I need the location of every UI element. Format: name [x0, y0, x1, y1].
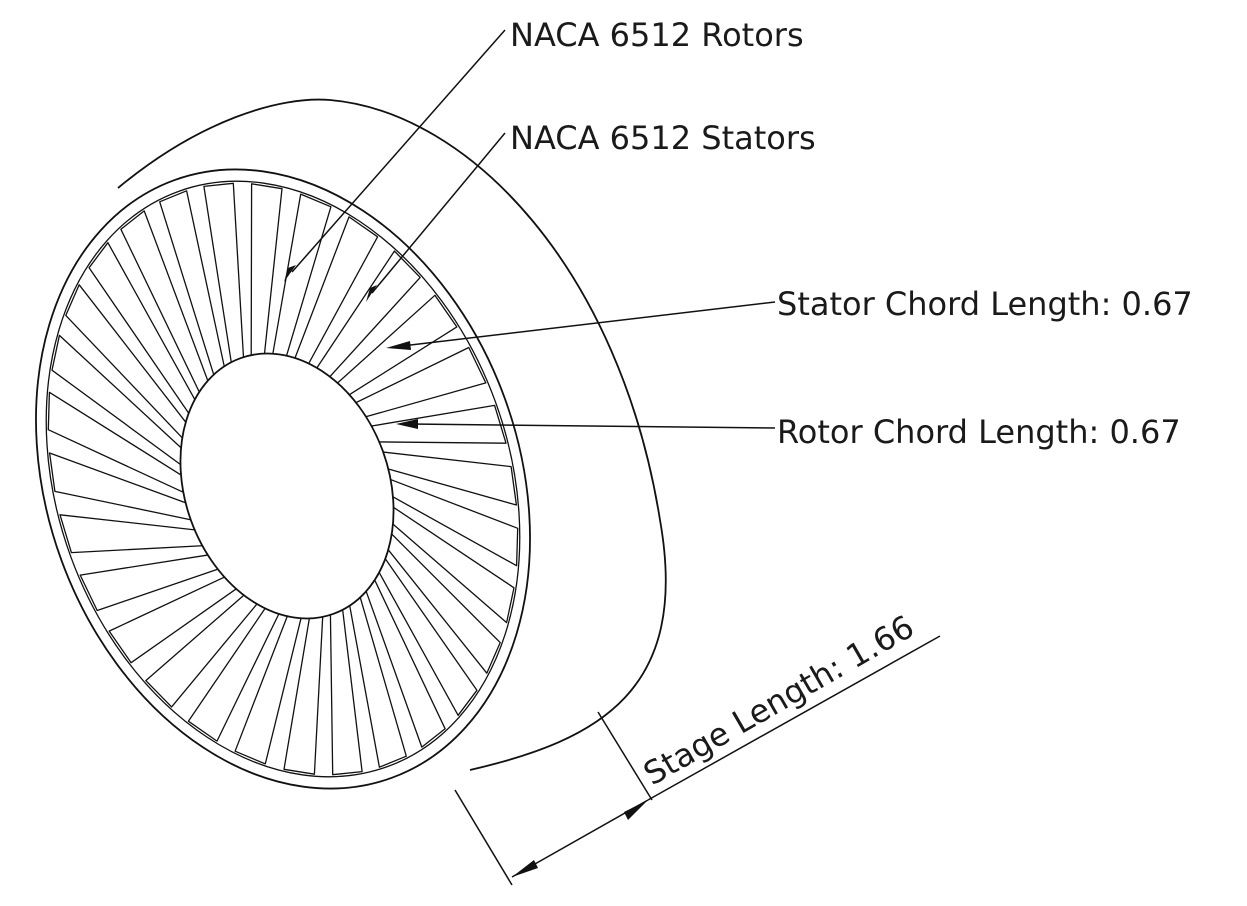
label-stage-length: Stage Length: 1.66	[637, 607, 920, 793]
label-rotors: NACA 6512 Rotors	[510, 16, 804, 54]
label-stators: NACA 6512 Stators	[510, 119, 816, 157]
blade	[60, 515, 205, 553]
label-stator-chord: Stator Chord Length: 0.67	[777, 285, 1193, 323]
leader-rotors	[284, 30, 505, 282]
label-rotor-chord: Rotor Chord Length: 0.67	[777, 413, 1181, 451]
